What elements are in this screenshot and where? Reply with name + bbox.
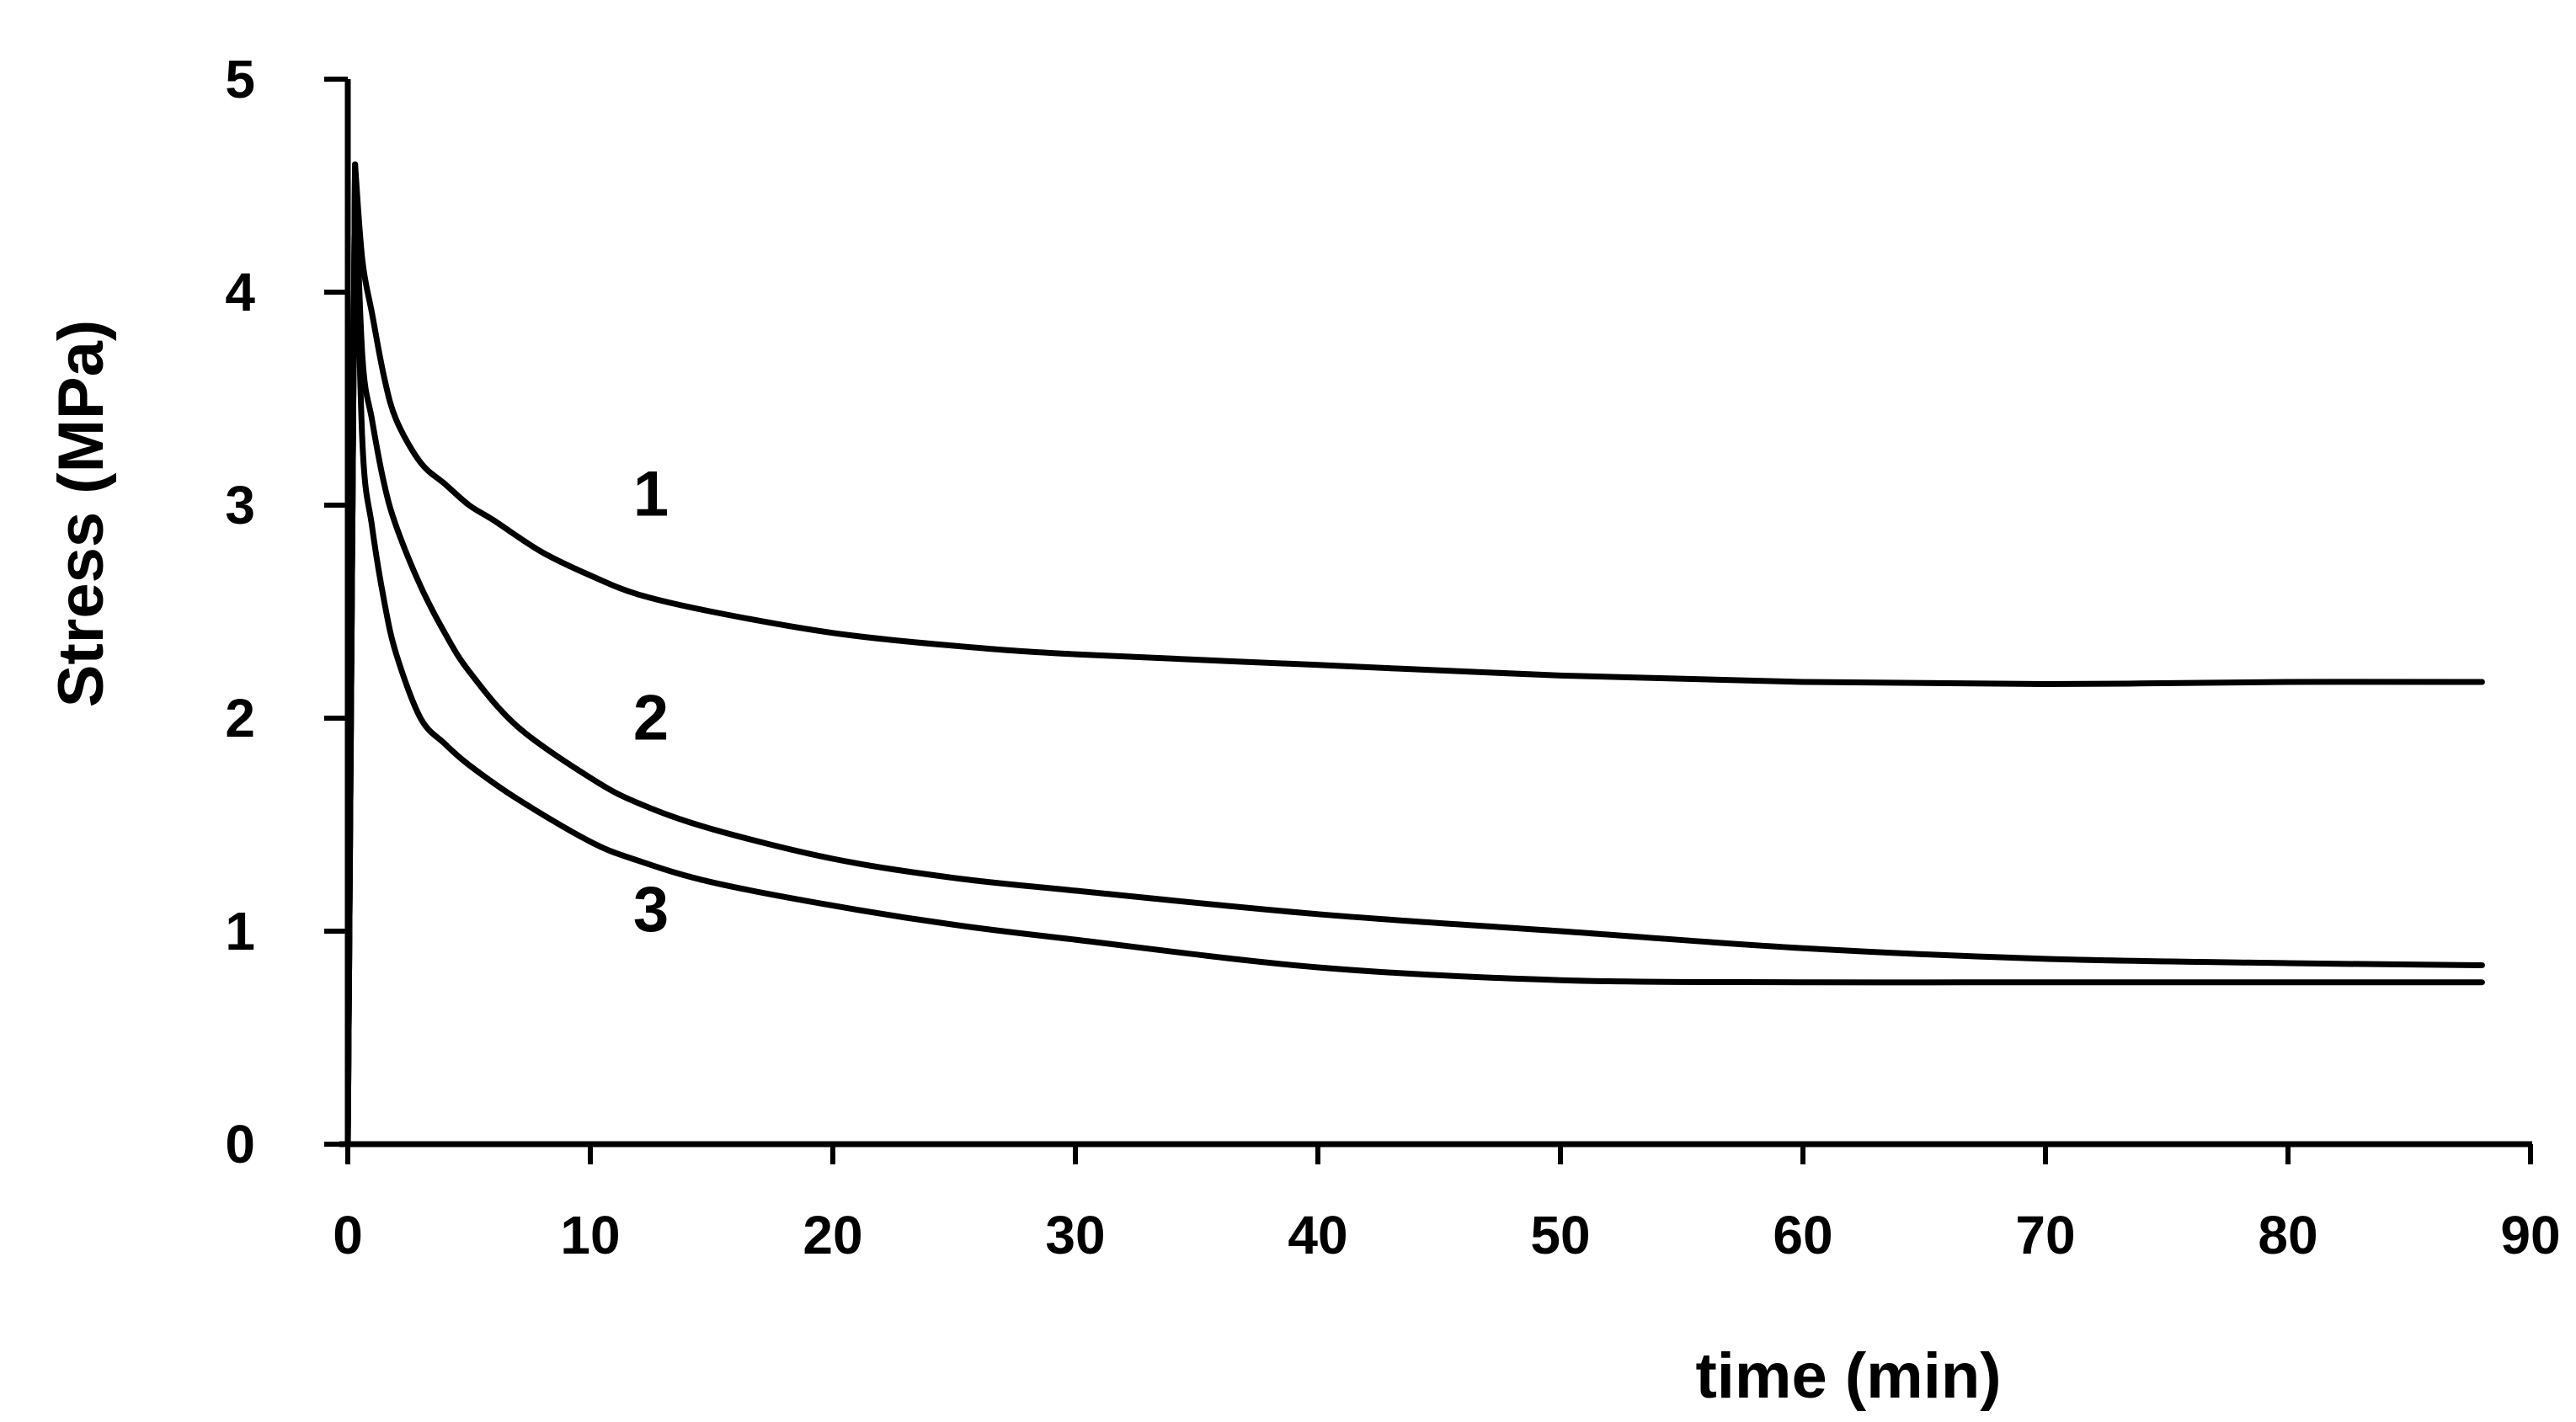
x-tick-label: 40 [1288,1205,1347,1265]
y-tick-label: 0 [225,1114,255,1174]
series-labels: 1 2 3 [633,459,669,945]
x-tick-label: 20 [803,1205,862,1265]
x-tick-label: 60 [1773,1205,1832,1265]
series-label-2: 2 [633,682,669,754]
y-tick-label: 2 [225,688,255,748]
series-line-2 [344,161,2485,1148]
y-tick-label: 1 [225,901,255,961]
y-axis-ticks: 0 1 2 3 4 5 [225,49,348,1174]
x-tick-label: 50 [1530,1205,1590,1265]
x-tick-label: 70 [2015,1205,2075,1265]
series-line-1 [344,161,2485,1148]
x-tick-label: 10 [560,1205,620,1265]
x-tick-label: 80 [2258,1205,2317,1265]
series-label-3: 3 [633,874,669,945]
y-tick-label: 4 [225,262,255,322]
series-line-3 [344,161,2485,1148]
series-lines [344,161,2485,1148]
x-axis-title: time (min) [1695,1340,2001,1412]
x-axis-ticks: 0 10 20 30 40 50 60 70 80 90 [333,1144,2561,1265]
y-tick-label: 5 [225,49,255,109]
x-tick-label: 0 [333,1205,363,1265]
x-tick-label: 90 [2500,1205,2560,1265]
x-tick-label: 30 [1045,1205,1105,1265]
series-label-1: 1 [633,459,669,530]
y-tick-label: 3 [225,475,255,535]
y-axis-title: Stress (MPa) [45,320,117,707]
